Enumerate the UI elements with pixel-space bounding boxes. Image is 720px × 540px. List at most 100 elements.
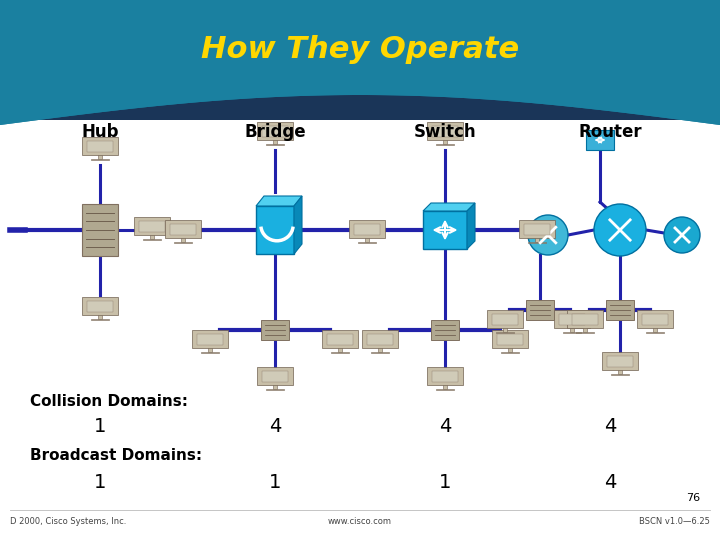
Bar [443, 384, 447, 389]
Bar [642, 314, 668, 325]
Ellipse shape [0, 0, 720, 160]
Bar [139, 221, 165, 232]
Bar [567, 310, 603, 328]
Bar [487, 310, 523, 328]
Bar [606, 300, 634, 320]
Bar [576, 332, 594, 333]
Bar [646, 332, 664, 333]
Text: Broadcast Domains:: Broadcast Domains: [30, 449, 202, 463]
Text: 76: 76 [686, 493, 700, 503]
Bar [427, 367, 463, 385]
Bar [273, 140, 277, 145]
Bar [559, 314, 585, 325]
Bar [201, 352, 219, 353]
Bar [150, 235, 154, 239]
Text: Switch: Switch [414, 123, 477, 141]
Bar [572, 314, 598, 325]
Bar [322, 330, 358, 348]
Bar [432, 371, 458, 382]
Polygon shape [423, 203, 475, 211]
Bar [508, 348, 512, 353]
Bar [497, 334, 523, 345]
Bar [431, 320, 459, 340]
Bar [602, 353, 638, 370]
Text: 1: 1 [438, 474, 451, 492]
Circle shape [594, 204, 646, 256]
Bar [432, 126, 458, 137]
Bar [492, 330, 528, 348]
Bar [91, 159, 109, 160]
Bar [82, 298, 118, 315]
Bar [208, 348, 212, 353]
Bar [98, 315, 102, 320]
Text: www.cisco.com: www.cisco.com [328, 517, 392, 526]
Bar [653, 328, 657, 333]
Bar [273, 384, 277, 389]
Bar [98, 154, 102, 159]
Polygon shape [0, 0, 720, 125]
Bar [0, 0, 720, 120]
Text: Collision Domains:: Collision Domains: [30, 395, 188, 409]
Circle shape [664, 217, 700, 253]
Bar [338, 348, 342, 353]
Bar [256, 206, 294, 254]
Text: 4: 4 [604, 474, 616, 492]
Bar [443, 140, 447, 145]
Bar [427, 123, 463, 140]
Polygon shape [294, 196, 302, 254]
Bar [87, 301, 113, 312]
Text: 1: 1 [94, 417, 106, 436]
Bar [570, 328, 574, 333]
Polygon shape [467, 203, 475, 249]
Bar [181, 238, 185, 242]
Bar [87, 141, 113, 152]
Bar [378, 348, 382, 353]
Bar [257, 367, 293, 385]
Bar [528, 241, 546, 243]
Text: BSCN v1.0—6.25: BSCN v1.0—6.25 [639, 517, 710, 526]
Bar [519, 220, 555, 238]
Bar [0, 0, 720, 110]
Bar [563, 332, 581, 333]
Bar [82, 137, 118, 155]
Circle shape [528, 215, 568, 255]
Text: How They Operate: How They Operate [201, 36, 519, 64]
Bar [134, 218, 170, 235]
Bar [371, 352, 389, 353]
Bar [261, 320, 289, 340]
Bar [257, 123, 293, 140]
Bar [91, 319, 109, 320]
Bar [262, 371, 288, 382]
Bar [192, 330, 228, 348]
Text: Bridge: Bridge [244, 123, 306, 141]
Bar [503, 328, 507, 333]
Bar [354, 224, 380, 235]
Bar [583, 328, 588, 333]
Bar [554, 310, 590, 328]
Bar [327, 334, 353, 345]
Bar [526, 300, 554, 320]
Bar [637, 310, 673, 328]
Bar [524, 224, 550, 235]
Bar [586, 130, 614, 150]
Text: D 2000, Cisco Systems, Inc.: D 2000, Cisco Systems, Inc. [10, 517, 127, 526]
Bar [618, 370, 622, 374]
Bar [358, 241, 376, 243]
Bar [0, 120, 720, 540]
Bar [611, 374, 629, 375]
Bar [266, 388, 284, 390]
Ellipse shape [60, 0, 660, 120]
Text: Router: Router [578, 123, 642, 141]
Bar [165, 220, 201, 238]
Bar [607, 356, 633, 367]
Bar [492, 314, 518, 325]
Bar [197, 334, 223, 345]
Text: 4: 4 [438, 417, 451, 436]
Polygon shape [0, 0, 720, 125]
Text: 4: 4 [269, 417, 282, 436]
Bar [174, 241, 192, 243]
Bar [436, 388, 454, 390]
Bar [262, 126, 288, 137]
Bar [496, 332, 514, 333]
Bar [266, 144, 284, 145]
